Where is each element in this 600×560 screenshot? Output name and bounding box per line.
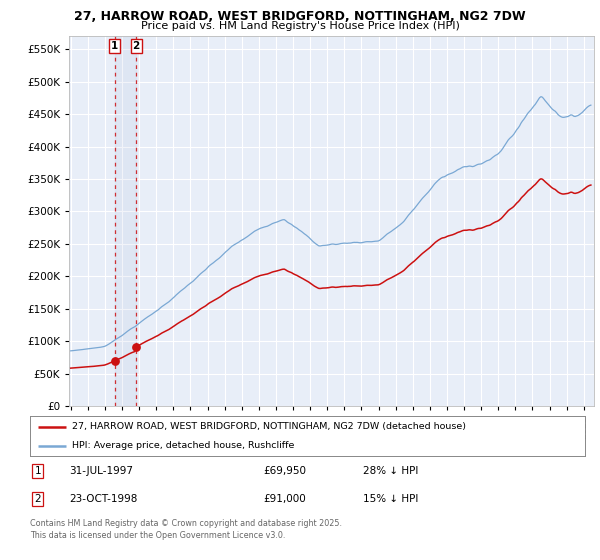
Bar <box>115 36 136 406</box>
Text: HPI: Average price, detached house, Rushcliffe: HPI: Average price, detached house, Rush… <box>71 441 294 450</box>
Text: 23-OCT-1998: 23-OCT-1998 <box>69 494 137 504</box>
Text: 2: 2 <box>133 41 140 51</box>
Text: 28% ↓ HPI: 28% ↓ HPI <box>363 466 418 476</box>
Text: 1: 1 <box>111 41 118 51</box>
Text: 31-JUL-1997: 31-JUL-1997 <box>69 466 133 476</box>
Text: 27, HARROW ROAD, WEST BRIDGFORD, NOTTINGHAM, NG2 7DW (detached house): 27, HARROW ROAD, WEST BRIDGFORD, NOTTING… <box>71 422 466 431</box>
Text: £91,000: £91,000 <box>263 494 306 504</box>
Point <box>110 356 119 365</box>
Text: 1: 1 <box>34 466 41 476</box>
Text: 2: 2 <box>34 494 41 504</box>
Point <box>131 343 141 352</box>
Text: Price paid vs. HM Land Registry's House Price Index (HPI): Price paid vs. HM Land Registry's House … <box>140 21 460 31</box>
Text: 27, HARROW ROAD, WEST BRIDGFORD, NOTTINGHAM, NG2 7DW: 27, HARROW ROAD, WEST BRIDGFORD, NOTTING… <box>74 10 526 23</box>
Text: £69,950: £69,950 <box>263 466 306 476</box>
Text: 15% ↓ HPI: 15% ↓ HPI <box>363 494 418 504</box>
Text: Contains HM Land Registry data © Crown copyright and database right 2025.
This d: Contains HM Land Registry data © Crown c… <box>30 519 342 540</box>
